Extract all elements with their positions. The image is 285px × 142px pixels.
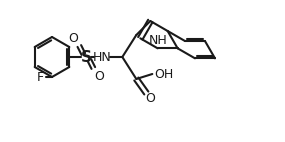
Text: S: S: [81, 50, 92, 64]
Text: NH: NH: [148, 34, 167, 47]
Text: F: F: [36, 70, 44, 83]
Text: OH: OH: [155, 67, 174, 81]
Text: HN: HN: [93, 51, 112, 63]
Text: O: O: [68, 32, 78, 44]
Text: O: O: [94, 69, 104, 83]
Text: O: O: [145, 91, 155, 105]
